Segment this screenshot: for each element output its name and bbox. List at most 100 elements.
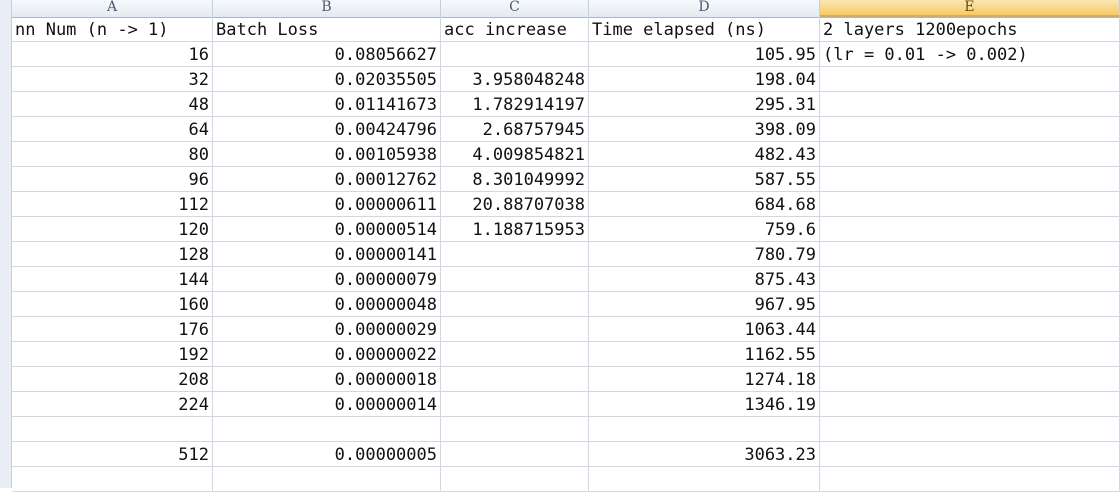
cell-b1[interactable]: Batch Loss: [213, 17, 441, 42]
cell-a9[interactable]: 120: [12, 217, 213, 242]
cell-c1[interactable]: acc increase: [441, 17, 589, 42]
cell-c16[interactable]: [441, 392, 589, 417]
cell-a4[interactable]: 48: [12, 92, 213, 117]
cell-d19[interactable]: [589, 467, 820, 492]
cell-d4[interactable]: 295.31: [589, 92, 820, 117]
cell-e13[interactable]: [820, 317, 1120, 342]
cell-b6[interactable]: 0.00105938: [213, 142, 441, 167]
column-header-c[interactable]: C: [441, 0, 589, 17]
cell-b16[interactable]: 0.00000014: [213, 392, 441, 417]
cell-d16[interactable]: 1346.19: [589, 392, 820, 417]
cell-b4[interactable]: 0.01141673: [213, 92, 441, 117]
cell-a2[interactable]: 16: [12, 42, 213, 67]
cell-b15[interactable]: 0.00000018: [213, 367, 441, 392]
cell-d13[interactable]: 1063.44: [589, 317, 820, 342]
cell-a13[interactable]: 176: [12, 317, 213, 342]
cell-a19[interactable]: [12, 467, 213, 492]
cell-a3[interactable]: 32: [12, 67, 213, 92]
cell-a10[interactable]: 128: [12, 242, 213, 267]
cell-a16[interactable]: 224: [12, 392, 213, 417]
cell-c15[interactable]: [441, 367, 589, 392]
column-header-d[interactable]: D: [589, 0, 820, 17]
cell-c4[interactable]: 1.782914197: [441, 92, 589, 117]
cell-b8[interactable]: 0.00000611: [213, 192, 441, 217]
cell-c10[interactable]: [441, 242, 589, 267]
column-header-e[interactable]: E: [820, 0, 1120, 17]
cell-d18[interactable]: 3063.23: [589, 442, 820, 467]
cell-b5[interactable]: 0.00424796: [213, 117, 441, 142]
cell-e10[interactable]: [820, 242, 1120, 267]
cell-e14[interactable]: [820, 342, 1120, 367]
cell-d2[interactable]: 105.95: [589, 42, 820, 67]
cell-d11[interactable]: 875.43: [589, 267, 820, 292]
cell-d7[interactable]: 587.55: [589, 167, 820, 192]
cell-a12[interactable]: 160: [12, 292, 213, 317]
cell-b12[interactable]: 0.00000048: [213, 292, 441, 317]
cell-c2[interactable]: [441, 42, 589, 67]
cell-e19[interactable]: [820, 467, 1120, 492]
cell-e17[interactable]: [820, 417, 1120, 442]
row-header-gutter[interactable]: [0, 0, 12, 488]
cell-e5[interactable]: [820, 117, 1120, 142]
column-header-a[interactable]: A: [12, 0, 213, 17]
cell-a18[interactable]: 512: [12, 442, 213, 467]
cell-a7[interactable]: 96: [12, 167, 213, 192]
cell-a15[interactable]: 208: [12, 367, 213, 392]
cell-c11[interactable]: [441, 267, 589, 292]
cell-d5[interactable]: 398.09: [589, 117, 820, 142]
cell-d10[interactable]: 780.79: [589, 242, 820, 267]
cell-c12[interactable]: [441, 292, 589, 317]
cell-d1[interactable]: Time elapsed (ns): [589, 17, 820, 42]
cell-e11[interactable]: [820, 267, 1120, 292]
cell-c7[interactable]: 8.301049992: [441, 167, 589, 192]
cell-a6[interactable]: 80: [12, 142, 213, 167]
cell-c8[interactable]: 20.88707038: [441, 192, 589, 217]
cell-c9[interactable]: 1.188715953: [441, 217, 589, 242]
cell-e3[interactable]: [820, 67, 1120, 92]
cell-a8[interactable]: 112: [12, 192, 213, 217]
cell-b10[interactable]: 0.00000141: [213, 242, 441, 267]
cell-b19[interactable]: [213, 467, 441, 492]
cell-e2[interactable]: (lr = 0.01 -> 0.002): [820, 42, 1120, 67]
cell-d3[interactable]: 198.04: [589, 67, 820, 92]
cell-e1[interactable]: 2 layers 1200epochs: [820, 17, 1120, 42]
cell-e15[interactable]: [820, 367, 1120, 392]
cell-c3[interactable]: 3.958048248: [441, 67, 589, 92]
cell-b14[interactable]: 0.00000022: [213, 342, 441, 367]
cell-b11[interactable]: 0.00000079: [213, 267, 441, 292]
cell-e12[interactable]: [820, 292, 1120, 317]
cell-b18[interactable]: 0.00000005: [213, 442, 441, 467]
cell-c17[interactable]: [441, 417, 589, 442]
cell-a5[interactable]: 64: [12, 117, 213, 142]
cell-d8[interactable]: 684.68: [589, 192, 820, 217]
cell-b3[interactable]: 0.02035505: [213, 67, 441, 92]
cell-e7[interactable]: [820, 167, 1120, 192]
cell-c19[interactable]: [441, 467, 589, 492]
cell-a11[interactable]: 144: [12, 267, 213, 292]
cell-d17[interactable]: [589, 417, 820, 442]
cell-e9[interactable]: [820, 217, 1120, 242]
cell-a1[interactable]: nn Num (n -> 1): [12, 17, 213, 42]
cell-c18[interactable]: [441, 442, 589, 467]
cell-a17[interactable]: [12, 417, 213, 442]
cell-e8[interactable]: [820, 192, 1120, 217]
cell-a14[interactable]: 192: [12, 342, 213, 367]
cell-c13[interactable]: [441, 317, 589, 342]
cell-c14[interactable]: [441, 342, 589, 367]
cell-b2[interactable]: 0.08056627: [213, 42, 441, 67]
cell-e6[interactable]: [820, 142, 1120, 167]
cell-d12[interactable]: 967.95: [589, 292, 820, 317]
cell-e18[interactable]: [820, 442, 1120, 467]
cell-d14[interactable]: 1162.55: [589, 342, 820, 367]
cell-d6[interactable]: 482.43: [589, 142, 820, 167]
cell-e4[interactable]: [820, 92, 1120, 117]
cell-d15[interactable]: 1274.18: [589, 367, 820, 392]
cell-b9[interactable]: 0.00000514: [213, 217, 441, 242]
column-header-b[interactable]: B: [213, 0, 441, 17]
cell-b17[interactable]: [213, 417, 441, 442]
cell-e16[interactable]: [820, 392, 1120, 417]
cell-b7[interactable]: 0.00012762: [213, 167, 441, 192]
cell-d9[interactable]: 759.6: [589, 217, 820, 242]
cell-b13[interactable]: 0.00000029: [213, 317, 441, 342]
cell-c5[interactable]: 2.68757945: [441, 117, 589, 142]
